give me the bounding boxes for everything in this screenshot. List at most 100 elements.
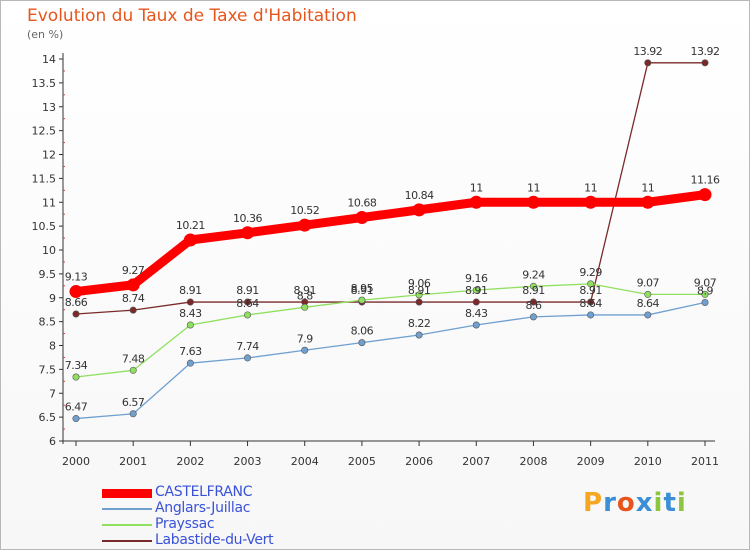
data-label-anglars-juillac: 7.9 xyxy=(297,332,313,345)
series-line-castelfranc xyxy=(71,190,710,297)
legend-item-prayssac: Prayssac xyxy=(102,516,352,533)
data-label-prayssac: 9.07 xyxy=(694,276,717,289)
data-label-prayssac: 8.43 xyxy=(179,307,202,320)
data-point-prayssac xyxy=(129,366,137,374)
data-label-prayssac: 9.16 xyxy=(465,272,488,285)
data-point-castelfranc xyxy=(641,195,655,209)
data-label-labastide-du-vert: 8.91 xyxy=(465,284,488,297)
x-tick-label: 2003 xyxy=(234,455,262,468)
x-tick-label: 2007 xyxy=(462,455,490,468)
data-label-labastide-du-vert: 8.91 xyxy=(179,284,202,297)
data-label-labastide-du-vert: 13.92 xyxy=(691,45,720,58)
y-tick-label: 8 xyxy=(49,340,56,353)
y-tick-label: 6.5 xyxy=(39,411,57,424)
legend-swatch-labastide-du-vert xyxy=(102,540,152,542)
data-point-prayssac xyxy=(72,373,80,381)
data-label-labastide-du-vert: 8.91 xyxy=(408,284,431,297)
x-tick-label: 2006 xyxy=(405,455,433,468)
data-point-castelfranc xyxy=(469,195,483,209)
y-tick-label: 7 xyxy=(49,387,56,400)
data-label-prayssac: 7.34 xyxy=(65,359,88,372)
data-point-castelfranc xyxy=(584,195,598,209)
legend-item-anglars-juillac: Anglars-Juillac xyxy=(102,500,352,517)
data-point-labastide-du-vert xyxy=(72,310,80,318)
y-tick-label: 8.5 xyxy=(39,316,57,329)
data-label-prayssac: 9.07 xyxy=(637,276,660,289)
x-tick-label: 2000 xyxy=(62,455,90,468)
series-line-labastide-du-vert xyxy=(75,62,706,315)
data-label-anglars-juillac: 7.74 xyxy=(236,340,259,353)
legend-swatch-prayssac xyxy=(102,524,152,526)
data-label-anglars-juillac: 8.22 xyxy=(408,317,431,330)
data-label-castelfranc: 9.27 xyxy=(122,264,145,277)
data-label-labastide-du-vert: 8.66 xyxy=(65,296,88,309)
data-point-prayssac xyxy=(529,282,537,290)
data-label-anglars-juillac: 6.47 xyxy=(65,401,88,414)
legend-swatch-castelfranc xyxy=(102,488,152,498)
logo-letter: i xyxy=(653,488,664,518)
data-point-labastide-du-vert xyxy=(244,298,252,306)
legend-label-castelfranc: CASTELFRANC xyxy=(155,484,253,500)
data-point-castelfranc xyxy=(69,285,83,299)
data-point-labastide-du-vert xyxy=(701,59,709,67)
data-label-prayssac: 8.95 xyxy=(351,282,374,295)
data-point-labastide-du-vert xyxy=(644,59,652,67)
legend-label-prayssac: Prayssac xyxy=(155,516,215,532)
data-label-castelfranc: 9.13 xyxy=(65,271,88,284)
x-tick-label: 2010 xyxy=(634,455,662,468)
y-tick-label: 11.5 xyxy=(32,172,57,185)
data-point-prayssac xyxy=(301,303,309,311)
data-label-castelfranc: 11 xyxy=(584,181,597,194)
data-label-prayssac: 9.06 xyxy=(408,277,431,290)
data-point-prayssac xyxy=(186,321,194,329)
data-label-anglars-juillac: 8.9 xyxy=(697,285,713,298)
data-label-labastide-du-vert: 8.91 xyxy=(236,284,259,297)
legend-swatch-anglars-juillac xyxy=(102,508,152,510)
x-tick-label: 2002 xyxy=(176,455,204,468)
data-label-anglars-juillac: 6.57 xyxy=(122,396,145,409)
data-point-castelfranc xyxy=(241,226,255,240)
x-tick-label: 2009 xyxy=(577,455,605,468)
data-point-anglars-juillac xyxy=(472,321,480,329)
data-point-castelfranc xyxy=(698,188,712,202)
x-tick-label: 2008 xyxy=(519,455,547,468)
data-point-prayssac xyxy=(587,280,595,288)
data-label-castelfranc: 10.36 xyxy=(233,212,262,225)
data-label-anglars-juillac: 8.6 xyxy=(525,299,541,312)
x-tick-label: 2004 xyxy=(291,455,319,468)
line-chart: 66.577.588.599.51010.51111.51212.51313.5… xyxy=(32,45,721,468)
data-label-prayssac: 7.48 xyxy=(122,352,145,365)
data-point-anglars-juillac xyxy=(415,331,423,339)
data-point-prayssac xyxy=(358,296,366,304)
data-label-castelfranc: 11.16 xyxy=(691,174,720,187)
data-point-castelfranc xyxy=(298,218,312,232)
data-label-labastide-du-vert: 8.91 xyxy=(293,284,316,297)
data-point-labastide-du-vert xyxy=(186,298,194,306)
data-label-castelfranc: 11 xyxy=(527,181,540,194)
data-point-labastide-du-vert xyxy=(415,298,423,306)
logo-letter: o xyxy=(616,488,636,518)
data-label-anglars-juillac: 8.06 xyxy=(351,325,374,338)
data-label-castelfranc: 10.52 xyxy=(290,204,319,217)
data-point-castelfranc xyxy=(355,211,369,225)
data-point-anglars-juillac xyxy=(529,313,537,321)
x-tick-label: 2001 xyxy=(119,455,147,468)
data-point-labastide-du-vert xyxy=(129,306,137,314)
data-label-anglars-juillac: 8.64 xyxy=(637,297,660,310)
y-tick-label: 12.5 xyxy=(32,125,57,138)
logo-letter: x xyxy=(635,488,654,518)
data-point-anglars-juillac xyxy=(301,346,309,354)
series-line-anglars-juillac xyxy=(75,301,706,420)
logo-letter: P xyxy=(583,488,604,518)
x-tick-label: 2005 xyxy=(348,455,376,468)
data-point-castelfranc xyxy=(183,233,197,247)
y-tick-label: 14 xyxy=(42,53,56,66)
data-label-castelfranc: 10.68 xyxy=(347,197,376,210)
chart-title: Evolution du Taux de Taxe d'Habitation xyxy=(27,6,357,26)
data-label-castelfranc: 10.84 xyxy=(405,189,434,202)
y-tick-label: 7.5 xyxy=(39,363,57,376)
data-label-castelfranc: 11 xyxy=(641,181,654,194)
data-point-anglars-juillac xyxy=(129,410,137,418)
data-label-prayssac: 8.8 xyxy=(297,289,313,302)
